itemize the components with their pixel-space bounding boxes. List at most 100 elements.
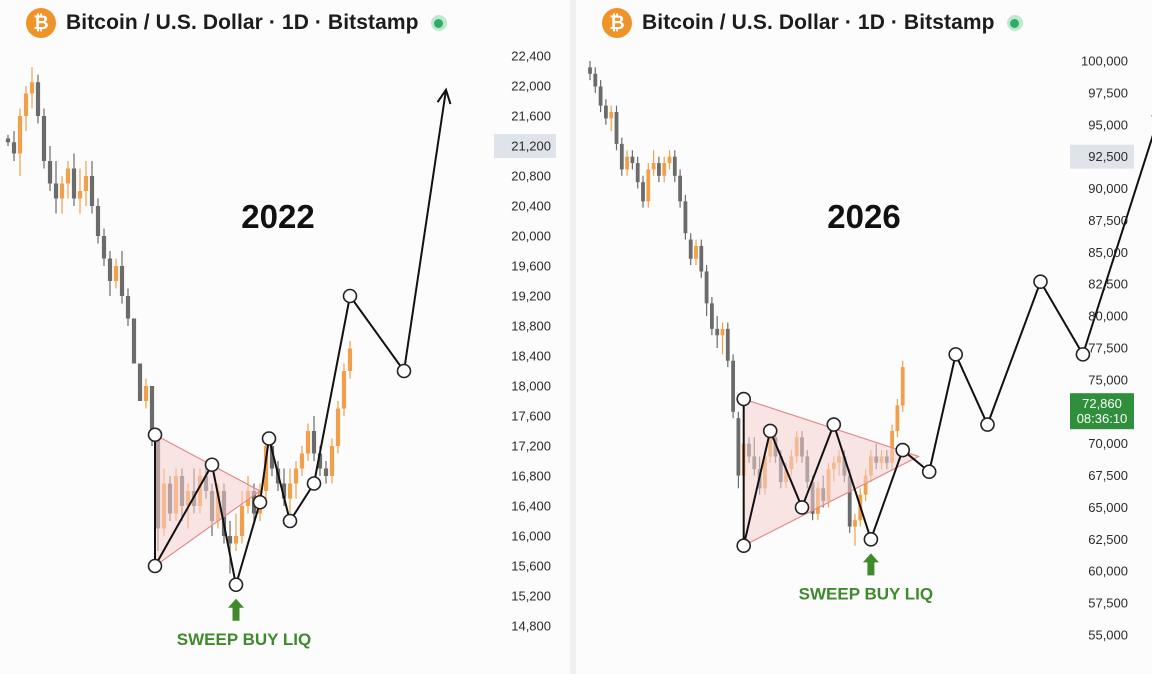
price-axis-label: 22,000 — [511, 79, 551, 94]
price-axis-label: 97,500 — [1088, 85, 1128, 100]
path-marker — [863, 532, 879, 547]
candle-up — [341, 363, 347, 416]
candle-up — [287, 468, 293, 514]
candle-up — [720, 322, 725, 355]
candle-up — [335, 401, 341, 454]
candle-down — [588, 61, 592, 81]
highlighted-price-text: 21,200 — [511, 139, 551, 154]
price-axis-label: 18,800 — [511, 319, 551, 334]
candle-up — [113, 258, 119, 289]
price-axis-label: 62,500 — [1088, 532, 1128, 547]
left-chart-svg: 22,400 22,000 21,600 21,200 20,800 20,400 20,0… — [5, 49, 556, 649]
price-axis-label: 20,400 — [511, 199, 551, 214]
countdown-text: 08:36:10 — [1077, 411, 1128, 426]
candle-down — [657, 156, 661, 183]
candle-down — [101, 228, 107, 266]
path-marker — [921, 464, 937, 480]
bitcoin-icon: ₿ — [602, 8, 632, 38]
candle-down — [71, 153, 77, 206]
price-axis-label: 87,500 — [1088, 213, 1128, 228]
candle-up — [667, 150, 672, 170]
candle-up — [694, 239, 698, 266]
right-chart-panel: 100,000 97,500 95,000 92,500 90,000 87,500 85,… — [576, 0, 1152, 674]
candle-down — [227, 521, 233, 574]
price-axis-label: 95,000 — [1088, 117, 1128, 132]
path-marker — [342, 288, 358, 304]
candle-down — [715, 316, 720, 348]
candle-up — [609, 105, 614, 132]
candle-down — [47, 146, 53, 191]
price-axis-label: 16,000 — [511, 529, 551, 544]
candle-up — [29, 67, 35, 109]
candle-down — [699, 239, 704, 278]
price-axis-label: 80,000 — [1088, 309, 1128, 324]
candle-up — [83, 161, 89, 206]
candle-down — [41, 108, 47, 169]
candle-up — [293, 461, 299, 499]
path-marker — [228, 577, 244, 593]
price-axis: 100,000 97,500 95,000 92,500 90,000 87,500 85,… — [1081, 54, 1128, 643]
candle-up — [305, 423, 311, 461]
candle-up — [23, 86, 29, 131]
projection-arrowhead — [436, 87, 452, 105]
path-marker — [261, 431, 277, 446]
price-axis-label: 15,600 — [511, 559, 551, 574]
path-marker — [736, 391, 751, 407]
candle-up — [347, 341, 353, 379]
path-marker — [948, 347, 964, 362]
price-axis-label: 100,000 — [1081, 54, 1128, 69]
candle-down — [311, 416, 317, 461]
right-chart-svg: 100,000 97,500 95,000 92,500 90,000 87,500 85,… — [588, 54, 1152, 643]
live-dot-icon — [430, 15, 447, 31]
candle-up — [662, 156, 667, 183]
live-dot-icon — [1006, 15, 1023, 31]
candle-up — [17, 108, 23, 176]
path-marker — [980, 417, 995, 432]
candle-down — [641, 175, 645, 208]
price-axis-label: 82,500 — [1088, 277, 1128, 292]
price-axis-label: 57,500 — [1088, 596, 1128, 611]
price-axis-label: 70,000 — [1088, 436, 1128, 451]
candle-down — [323, 461, 329, 484]
symbol-title[interactable]: Bitcoin / U.S. Dollar · 1D · Bitstamp — [66, 11, 419, 34]
candle-down — [688, 233, 693, 266]
candle-down — [672, 150, 677, 183]
candle-down — [614, 105, 619, 151]
price-axis-label: 17,600 — [511, 409, 551, 424]
path-marker — [762, 423, 778, 439]
live-price-text: 72,860 — [1082, 396, 1122, 411]
candle-up — [143, 378, 149, 409]
path-marker — [895, 442, 911, 458]
candle-down — [604, 99, 608, 125]
candle-down — [95, 198, 101, 244]
left-chart-header: ₿ Bitcoin / U.S. Dollar · 1D · Bitstamp — [26, 6, 447, 40]
price-axis-label: 14,800 — [511, 619, 551, 634]
path-marker — [204, 457, 220, 473]
panel-divider — [570, 0, 576, 674]
candle-down — [89, 161, 95, 214]
price-axis-label: 77,500 — [1088, 341, 1128, 356]
symbol-title[interactable]: Bitcoin / U.S. Dollar · 1D · Bitstamp — [642, 11, 995, 34]
price-axis-label: 16,800 — [511, 469, 551, 484]
price-axis-label: 21,600 — [511, 109, 551, 124]
candle-down — [119, 251, 125, 304]
candle-up — [651, 150, 656, 176]
price-axis-label: 75,000 — [1088, 372, 1128, 387]
up-arrow-icon — [862, 553, 879, 576]
highlighted-price-tag: 92,500 — [1070, 144, 1134, 169]
path-marker — [252, 494, 268, 510]
candle-down — [125, 288, 131, 326]
candle-down — [131, 318, 137, 364]
candle-down — [593, 67, 598, 93]
price-axis-label: 85,000 — [1088, 245, 1128, 260]
candle-up — [77, 168, 83, 214]
price-axis-label: 20,800 — [511, 169, 551, 184]
candle-up — [900, 360, 905, 412]
path-marker — [147, 558, 163, 574]
path-marker — [736, 538, 751, 554]
up-arrow-icon — [228, 598, 244, 621]
price-axis-label: 65,000 — [1088, 500, 1128, 515]
candle-up — [299, 446, 305, 476]
candle-down — [53, 161, 59, 214]
